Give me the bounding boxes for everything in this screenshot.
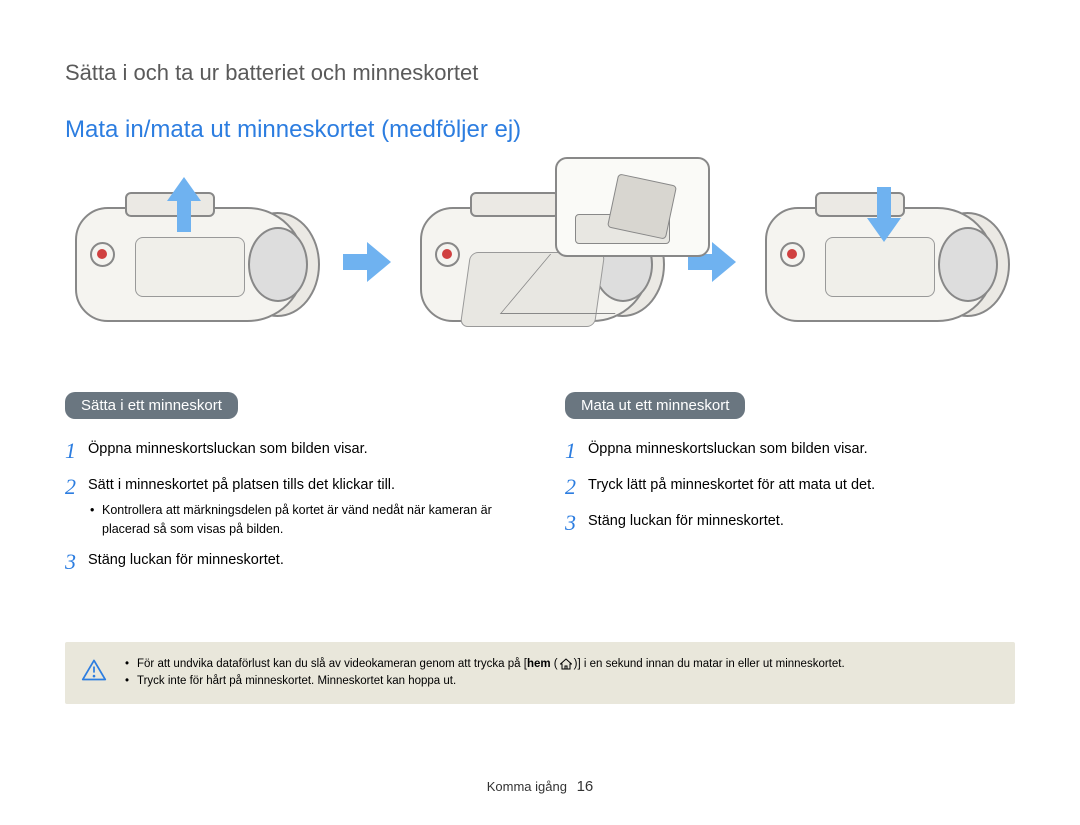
step-number: 1 <box>65 439 76 463</box>
step-text: Sätt i minneskortet på platsen tills det… <box>88 475 515 538</box>
insert-step-2: 2 Sätt i minneskortet på platsen tills d… <box>65 475 515 538</box>
warning-box: För att undvika dataförlust kan du slå a… <box>65 642 1015 705</box>
camera-step1-illustration <box>65 172 325 352</box>
warning-line-2: Tryck inte för hårt på minneskortet. Min… <box>123 673 997 690</box>
eject-header: Mata ut ett minneskort <box>565 392 745 419</box>
insert-column: Sätta i ett minneskort 1 Öppna minneskor… <box>65 392 515 587</box>
warning-line-1: För att undvika dataförlust kan du slå a… <box>123 656 997 673</box>
camera-step3-illustration <box>755 172 1015 352</box>
arrow-down-icon <box>870 187 898 242</box>
arrow-right-icon <box>343 242 393 282</box>
insert-step-1: 1 Öppna minneskortsluckan som bilden vis… <box>65 439 515 463</box>
insert-header: Sätta i ett minneskort <box>65 392 238 419</box>
step-text: Stäng luckan för minneskortet. <box>88 550 515 574</box>
inset-detail-box <box>555 157 710 257</box>
page-number: 16 <box>577 778 594 795</box>
step-number: 3 <box>565 511 576 535</box>
step-number: 2 <box>565 475 576 499</box>
step-text: Tryck lätt på minneskortet för att mata … <box>588 475 1015 499</box>
step-number: 2 <box>65 475 76 538</box>
step-sub-bullet: Kontrollera att märkningsdelen på kortet… <box>88 501 515 539</box>
step-number: 3 <box>65 550 76 574</box>
eject-column: Mata ut ett minneskort 1 Öppna minneskor… <box>565 392 1015 587</box>
step-number: 1 <box>565 439 576 463</box>
footer-label: Komma igång <box>487 779 567 794</box>
step-text: Stäng luckan för minneskortet. <box>588 511 1015 535</box>
instruction-columns: Sätta i ett minneskort 1 Öppna minneskor… <box>65 392 1015 587</box>
eject-step-3: 3 Stäng luckan för minneskortet. <box>565 511 1015 535</box>
insert-step-3: 3 Stäng luckan för minneskortet. <box>65 550 515 574</box>
arrow-up-icon <box>170 177 198 232</box>
step-text: Öppna minneskortsluckan som bilden visar… <box>88 439 515 463</box>
illustration-row <box>65 172 1015 352</box>
page-footer: Komma igång 16 <box>0 778 1080 795</box>
breadcrumb: Sätta i och ta ur batteriet och minnesko… <box>65 60 1015 86</box>
eject-step-2: 2 Tryck lätt på minneskortet för att mat… <box>565 475 1015 499</box>
section-title: Mata in/mata ut minneskortet (medföljer … <box>65 116 1015 144</box>
step-text: Öppna minneskortsluckan som bilden visar… <box>588 439 1015 463</box>
home-icon <box>560 658 572 670</box>
eject-step-1: 1 Öppna minneskortsluckan som bilden vis… <box>565 439 1015 463</box>
warning-triangle-icon <box>81 658 107 682</box>
